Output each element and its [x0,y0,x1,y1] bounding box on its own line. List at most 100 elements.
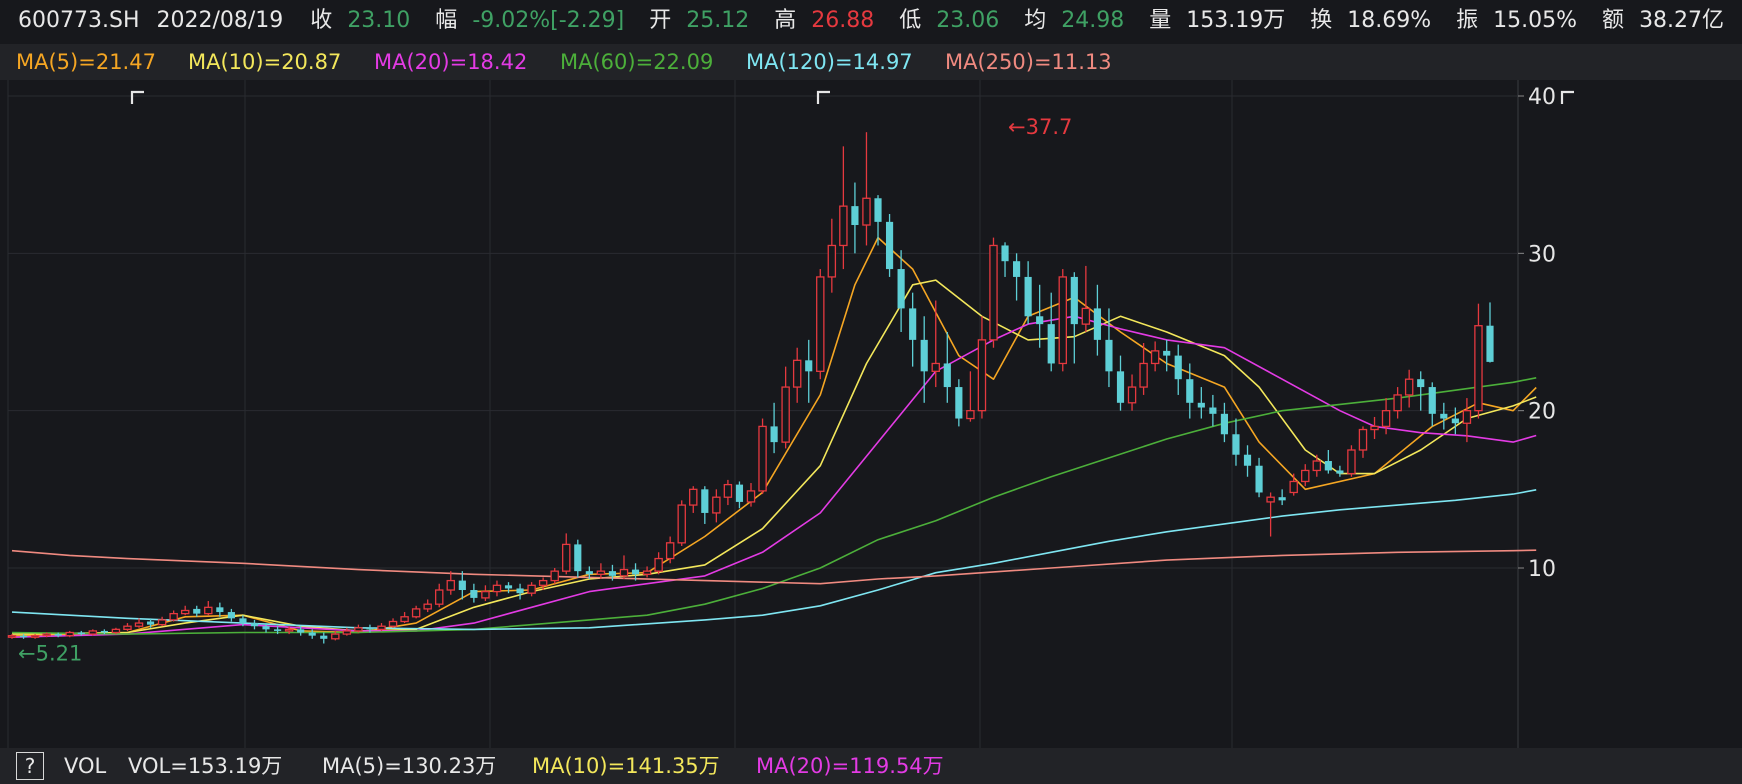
candle [538,577,548,591]
candle-body [411,608,421,618]
candle-body [631,569,640,575]
candle-body [1301,469,1310,483]
candle [805,339,813,403]
candle-body [100,630,108,633]
candle-body [701,489,709,513]
turnover-label: 换 [1310,8,1333,33]
candle-body [989,244,998,341]
candle-body [1370,425,1379,431]
candle [1428,382,1436,427]
candle-body [562,543,571,572]
y-tick-label: 10 [1528,557,1556,582]
candle-body [1486,325,1494,362]
candle-body [216,607,224,613]
low-annotation: ←5.21 [18,641,82,665]
candle [446,571,456,595]
candle-body [1255,465,1263,493]
candle [931,300,940,388]
candle [458,571,466,600]
close-label: 收 [310,8,333,33]
candle [250,619,259,630]
candle-body [250,623,259,627]
volume-label: 量 [1149,8,1172,33]
volume-legend-bar: ? VOL VOL=153.19万 MA(5)=130.23万 MA(10)=1… [0,748,1742,784]
candle-body [1163,350,1171,356]
candle-body [400,616,409,623]
candle [562,533,571,575]
high-label: 高 [774,8,797,33]
candle-body [827,244,837,278]
ma5-legend: MA(5)=21.47 [16,50,156,74]
candle-body [273,629,282,631]
candle-body [1116,371,1125,403]
candle-body [193,608,201,614]
candle-body [1451,418,1459,424]
candle-body [1081,307,1091,325]
ma120-legend: MA(120)=14.97 [746,50,913,74]
candle-body [550,570,559,582]
vol-ma20-legend: MA(20)=119.54万 [756,754,944,778]
amount-label: 额 [1602,8,1625,33]
ma-legend-bar: MA(5)=21.47 MA(10)=20.87 MA(20)=18.42 MA… [0,44,1742,80]
candle [227,608,235,622]
quote-date: 2022/08/19 [156,8,284,33]
candle-body [1417,379,1425,388]
candle [1417,371,1425,411]
candle [920,316,928,403]
candle-body [504,585,513,589]
candle [88,629,98,636]
candle-body [7,635,17,638]
candle [1324,450,1332,474]
candle-body [909,308,917,340]
candle-body [1150,350,1160,365]
candle [1012,253,1021,301]
stock-code: 600773.SH [18,8,140,33]
ma-line-ma250 [11,549,1537,585]
candle [596,563,606,580]
candle-body [134,622,144,627]
candle [65,630,74,638]
candle-body [1440,413,1448,419]
candle [955,379,963,427]
open-label: 开 [649,8,672,33]
candlestick-chart[interactable]: 10 20 30 40 ←37.7 ←5.21 [0,80,1742,748]
candle-body [874,198,882,222]
candle [781,366,790,449]
candle [169,610,178,622]
candle [1150,341,1160,372]
candle [30,634,40,639]
candle-body [146,621,155,625]
candle [320,632,328,644]
candle [1163,339,1171,372]
candle-body [839,205,848,247]
candle-body [574,544,582,572]
candle [735,481,744,509]
candle-body [1278,497,1286,501]
candles [7,132,1494,644]
candle-body [111,628,121,634]
candle-body [885,221,894,270]
candle [123,623,132,631]
candle [1070,272,1078,364]
candle [1451,407,1459,435]
candle [943,332,951,403]
candle-body [54,634,62,636]
candle-body [366,627,374,630]
amplitude-label: 振 [1456,8,1479,33]
help-button[interactable]: ? [16,752,44,780]
candle [989,237,998,348]
candle [342,627,352,636]
candle-body [354,627,363,632]
candle-body [297,629,305,633]
candle [388,618,398,628]
candle-body [781,386,790,443]
candle [377,623,386,631]
candle-body [458,580,466,591]
candle-body [955,387,963,419]
ma250-legend: MA(250)=11.13 [945,50,1112,74]
candle-body [642,570,652,575]
candle-body [435,589,444,605]
candle [1278,489,1286,506]
candle-body [19,635,28,638]
candle [874,195,882,246]
